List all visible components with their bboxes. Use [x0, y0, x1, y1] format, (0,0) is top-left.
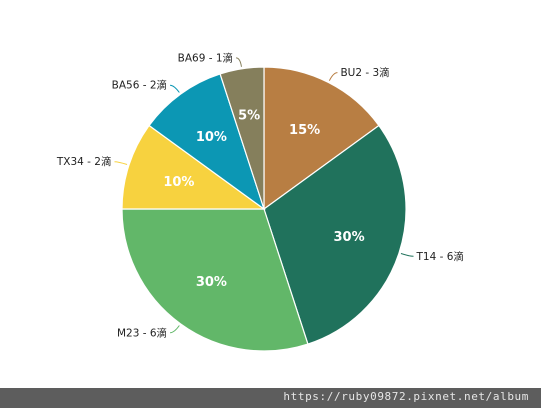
pie-slice-tx34	[121, 124, 266, 210]
leader-line-m23	[170, 325, 180, 334]
leader-line-ba69	[236, 57, 242, 67]
percent-label-t14: 30%	[334, 230, 365, 245]
percent-label-ba69: 5%	[238, 109, 260, 124]
pie-slice-bu2	[263, 66, 380, 211]
pie-slice-ba69	[219, 66, 265, 210]
percent-label-ba56: 10%	[196, 130, 227, 145]
leader-line-ba56	[170, 84, 180, 93]
percent-label-bu2: 15%	[289, 123, 320, 138]
pie-slice-t14	[263, 124, 407, 345]
slice-labels: BU2 - 3滴 T14 - 6滴 M23 - 6滴 TX34 - 2滴 BA56 - …	[56, 51, 464, 339]
slice-label-m23: M23 - 6滴	[117, 326, 167, 339]
watermark-text: https://ruby09872.pixnet.net/album	[283, 390, 529, 403]
slice-label-tx34: TX34 - 2滴	[56, 155, 112, 168]
slice-label-ba69: BA69 - 1滴	[178, 51, 233, 64]
watermark-bar: https://ruby09872.pixnet.net/album	[0, 388, 541, 408]
pie-slice-ba56	[148, 73, 266, 211]
pie-slice-m23	[121, 208, 309, 352]
leader-line-bu2	[328, 72, 338, 81]
percent-labels: 15% 30% 30% 10% 10% 5%	[163, 109, 364, 290]
leader-line-t14	[400, 253, 414, 257]
pie-slices	[121, 66, 407, 352]
percent-label-tx34: 10%	[163, 175, 194, 190]
percent-label-m23: 30%	[196, 275, 227, 290]
pie-chart: 15% 30% 30% 10% 10% 5% BU2 - 3滴 T14 - 6滴 M23 - …	[56, 51, 464, 352]
slice-label-ba56: BA56 - 2滴	[112, 79, 167, 92]
slice-label-bu2: BU2 - 3滴	[340, 66, 389, 79]
leader-line-tx34	[114, 161, 128, 165]
leader-lines	[114, 57, 414, 334]
slice-label-t14: T14 - 6滴	[416, 250, 464, 263]
